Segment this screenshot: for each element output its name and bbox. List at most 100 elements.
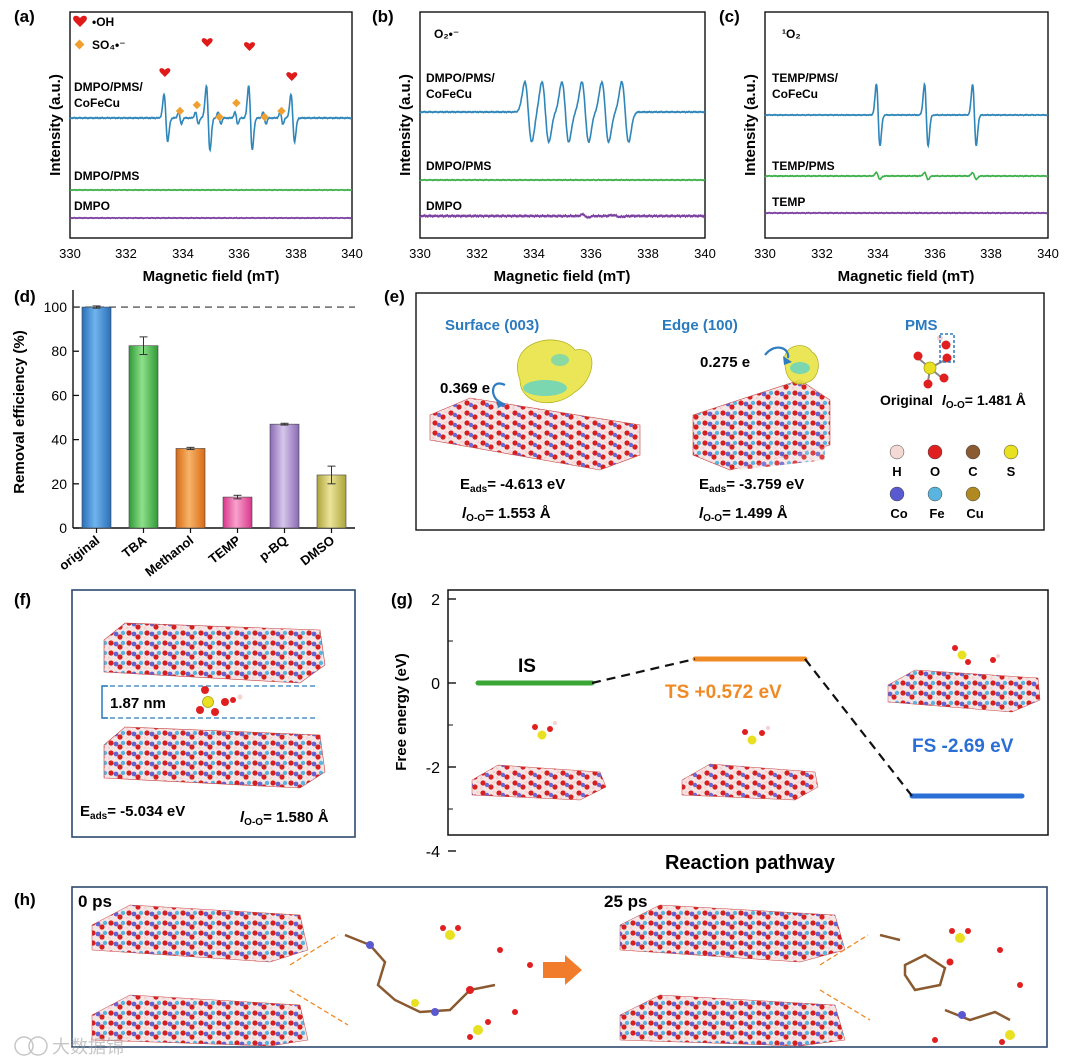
trace-label: TEMP xyxy=(772,195,805,209)
x-tick-label: TBA xyxy=(119,532,150,561)
trace-label: DMPO/PMS/ xyxy=(426,71,495,85)
is-slab-structure xyxy=(471,764,607,801)
zoom-guide-line xyxy=(289,934,339,966)
panel-a-x-tick: 338 xyxy=(285,246,307,261)
y-tick-label: 100 xyxy=(44,299,68,315)
fs-slab-structure xyxy=(887,669,1041,713)
atom-legend-label: Co xyxy=(890,506,907,521)
panel-b-x-tick: 340 xyxy=(694,246,716,261)
zoom-guide-line xyxy=(289,989,349,1026)
atom-cu-icon xyxy=(965,486,981,502)
original-text: Original xyxy=(880,392,933,408)
fs-label: FS -2.69 eV xyxy=(912,736,1014,757)
atom-legend-label: S xyxy=(1007,464,1016,479)
atom-legend-label: H xyxy=(892,464,901,479)
curved-arrow-icon xyxy=(764,346,790,359)
surface-loo: lO-O= 1.553 Å xyxy=(462,505,551,524)
panel-a-y-label: Intensity (a.u.) xyxy=(47,74,64,176)
panel-a-x-tick: 336 xyxy=(228,246,250,261)
panel-a-x-label: Magnetic field (mT) xyxy=(143,268,280,285)
heart-icon xyxy=(73,15,87,27)
panel-g: (g) Free energy (eV) Reaction pathway 2 0… xyxy=(391,589,1049,874)
panel-g-frame xyxy=(447,589,1049,836)
y-tick-label: 2 xyxy=(431,592,440,609)
panel-e: (e) Surface (003) Edge (100) PMS 0.369 e… xyxy=(384,287,1045,531)
panel-c-x-tick: 338 xyxy=(980,246,1002,261)
panel-c-x-tick: 330 xyxy=(754,246,776,261)
atom-fe-icon xyxy=(927,486,943,502)
edge-eads: Eads= -3.759 eV xyxy=(699,476,804,495)
surface-title: Surface (003) xyxy=(445,317,539,334)
so4-peak-marker xyxy=(232,98,241,108)
panel-e-label: (e) xyxy=(384,287,405,306)
x-tick-label: p-BQ xyxy=(256,533,290,564)
panel-c-y-label: Intensity (a.u.) xyxy=(742,74,759,176)
trace-label: DMPO/PMS/ xyxy=(74,80,143,94)
spectrum-trace-dmpo-pms-cofecu xyxy=(419,79,706,145)
md-slab-top-start xyxy=(91,904,309,963)
y-tick-label: 0 xyxy=(59,520,67,536)
panel-d: (d) Removal efficiency (%) 020406080100 … xyxy=(11,287,355,579)
spectrum-trace-dmpo-pms xyxy=(419,178,705,182)
atom-legend-label: O xyxy=(930,464,940,479)
atom-o-icon xyxy=(927,444,943,460)
panel-b-x-tick: 332 xyxy=(466,246,488,261)
panel-h-label: (h) xyxy=(14,890,36,909)
y-tick-label: 60 xyxy=(51,387,67,403)
legend-oh-label: •OH xyxy=(92,15,114,29)
y-tick-label: 40 xyxy=(51,432,67,448)
is-label: IS xyxy=(518,656,536,677)
bracket-icon xyxy=(101,685,108,719)
panel-a: (a) 330 332 334 336 338 340 Magnetic fie… xyxy=(14,7,363,285)
atom-legend-label: Cu xyxy=(966,506,983,521)
so4-peak-marker xyxy=(277,106,286,116)
arrow-head-icon xyxy=(783,356,792,365)
original-loo: lO-O= 1.481 Å xyxy=(942,392,1026,411)
atom-h-icon xyxy=(889,444,905,460)
y-tick-label: 80 xyxy=(51,343,67,359)
watermark-icon xyxy=(28,1036,48,1056)
diamond-icon xyxy=(74,39,85,50)
panel-b-x-tick: 330 xyxy=(409,246,431,261)
panel-b-x-tick: 334 xyxy=(523,246,545,261)
organic-molecule-start xyxy=(344,925,533,1040)
panel-c-x-label: Magnetic field (mT) xyxy=(838,268,975,285)
panel-c-x-axis: 330 332 334 336 338 340 xyxy=(754,246,1059,261)
oh-peak-marker xyxy=(201,38,213,47)
zoom-guide-line xyxy=(819,989,871,1021)
panel-d-y-ticks: 0 20 40 60 80 100 xyxy=(44,299,79,536)
bar-temp xyxy=(222,496,253,529)
trace-label: TEMP/PMS/ xyxy=(772,71,839,85)
panel-b-frame xyxy=(419,11,706,239)
panel-a-x-axis: 330 332 334 336 338 340 xyxy=(59,246,363,261)
atom-s-icon xyxy=(1003,444,1019,460)
bottom-slab-structure xyxy=(103,726,326,789)
edge-title: Edge (100) xyxy=(662,317,738,334)
spectrum-trace-dmpo xyxy=(69,216,352,220)
panel-a-x-tick: 334 xyxy=(172,246,194,261)
oh-peak-marker xyxy=(159,68,171,77)
panel-c-x-tick: 334 xyxy=(867,246,889,261)
spectrum-trace-temp-pms-cofecu xyxy=(764,81,1048,149)
panel-d-label: (d) xyxy=(14,287,36,306)
panel-a-x-tick: 330 xyxy=(59,246,81,261)
surface-slab-structure xyxy=(429,339,641,471)
trace-label: DMPO/PMS xyxy=(74,169,139,183)
panel-b-x-label: Magnetic field (mT) xyxy=(494,268,631,285)
edge-loo: lO-O= 1.499 Å xyxy=(699,505,788,524)
panel-b: (b) O₂•⁻ 330 332 334 336 338 340 Magneti… xyxy=(372,7,716,285)
y-tick-label: -4 xyxy=(426,844,440,861)
panel-c-label: (c) xyxy=(719,7,740,26)
gap-label: 1.87 nm xyxy=(110,695,166,712)
peak-markers xyxy=(159,38,298,122)
md-slab-bottom-end xyxy=(619,994,846,1047)
so4-peak-marker xyxy=(215,112,224,122)
time-end: 25 ps xyxy=(604,892,647,911)
panel-c-x-tick: 336 xyxy=(924,246,946,261)
right-arrow-icon xyxy=(543,955,582,985)
adsorbate-molecule xyxy=(532,645,1000,745)
panel-c: (c) ¹O₂ 330 332 334 336 338 340 Magnetic… xyxy=(719,7,1059,285)
so4-peak-marker xyxy=(260,112,269,122)
panel-b-y-label: Intensity (a.u.) xyxy=(397,74,414,176)
